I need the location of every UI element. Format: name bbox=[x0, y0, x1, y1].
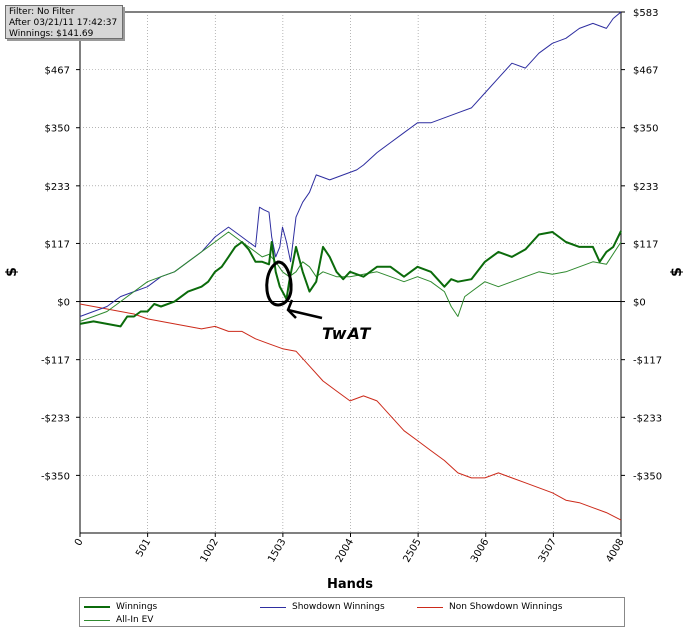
y-tick-label: -$350 bbox=[633, 471, 662, 482]
series-line-showdown-winnings bbox=[79, 11, 622, 317]
legend-swatch bbox=[417, 606, 443, 608]
series-line-non-showdown-winnings bbox=[79, 303, 622, 521]
x-axis: 0 501 1002 1503 2004 2505 3006 3507 4008 bbox=[73, 533, 627, 565]
legend-label: Winnings bbox=[116, 602, 158, 612]
legend-swatch bbox=[84, 606, 110, 608]
hand-drawn-annotation bbox=[265, 260, 323, 320]
x-tick-label: 3006 bbox=[469, 537, 491, 565]
y-tick-label: $583 bbox=[633, 8, 658, 19]
legend-item-winnings: Winnings bbox=[84, 602, 157, 612]
y-tick-label: $0 bbox=[633, 298, 646, 309]
legend-item-showdown: Showdown Winnings bbox=[260, 602, 385, 612]
filter-line: Filter: No Filter bbox=[9, 7, 75, 17]
x-tick-label: 3507 bbox=[537, 537, 559, 565]
y-tick-label: $0 bbox=[57, 298, 70, 309]
x-tick-label: 2505 bbox=[401, 537, 423, 565]
legend-label: Non Showdown Winnings bbox=[449, 602, 563, 612]
y-tick-label: -$117 bbox=[633, 356, 662, 367]
winnings-line: Winnings: $141.69 bbox=[9, 29, 94, 39]
y-tick-label: $467 bbox=[45, 66, 70, 77]
y-axis-title-left: $ bbox=[4, 267, 20, 277]
y-axis-left: -$350-$233-$117$0$117$233$350$467$583 bbox=[41, 8, 80, 482]
arrow-head bbox=[286, 299, 297, 319]
y-tick-label: -$233 bbox=[633, 413, 662, 424]
arrow-shaft bbox=[287, 308, 323, 320]
annotation-text: TwAT bbox=[322, 324, 372, 343]
legend-swatch bbox=[260, 606, 286, 608]
y-tick-label: $117 bbox=[45, 239, 70, 250]
grid bbox=[80, 12, 621, 533]
y-tick-label: $117 bbox=[633, 239, 658, 250]
y-tick-label: $467 bbox=[633, 66, 658, 77]
x-tick-label: 2004 bbox=[334, 537, 356, 565]
y-tick-label: $350 bbox=[45, 124, 70, 135]
y-tick-label: $233 bbox=[633, 182, 658, 193]
legend-item-non-showdown: Non Showdown Winnings bbox=[417, 602, 562, 612]
y-axis-right: -$350 -$233 -$117 $0 $117 $233 $350 $467 $583 bbox=[621, 8, 662, 482]
x-axis-title: Hands bbox=[327, 577, 373, 592]
legend: Winnings All-In EV Showdown Winnings Non… bbox=[79, 597, 625, 627]
y-tick-label: $350 bbox=[633, 124, 658, 135]
legend-label: All-In EV bbox=[116, 615, 154, 625]
circle-scribble bbox=[265, 260, 293, 307]
legend-swatch bbox=[84, 619, 110, 621]
y-tick-label: $233 bbox=[45, 182, 70, 193]
y-tick-label: -$350 bbox=[41, 471, 70, 482]
legend-item-all-in-ev: All-In EV bbox=[84, 615, 153, 625]
date-line: After 03/21/11 17:42:37 bbox=[9, 18, 118, 28]
x-tick-label: 1503 bbox=[266, 537, 288, 565]
legend-label: Showdown Winnings bbox=[292, 602, 385, 612]
x-tick-label: 0 bbox=[73, 537, 86, 548]
filter-info-box: Filter: No Filter After 03/21/11 17:42:3… bbox=[5, 5, 123, 39]
y-axis-title-right: $ bbox=[669, 267, 685, 277]
x-tick-label: 4008 bbox=[604, 537, 626, 565]
y-tick-label: -$233 bbox=[41, 413, 70, 424]
x-tick-label: 501 bbox=[134, 537, 153, 559]
x-tick-label: 1002 bbox=[199, 537, 221, 565]
series-layer bbox=[79, 11, 622, 521]
y-tick-label: -$117 bbox=[41, 356, 70, 367]
series-line-winnings bbox=[79, 230, 622, 328]
